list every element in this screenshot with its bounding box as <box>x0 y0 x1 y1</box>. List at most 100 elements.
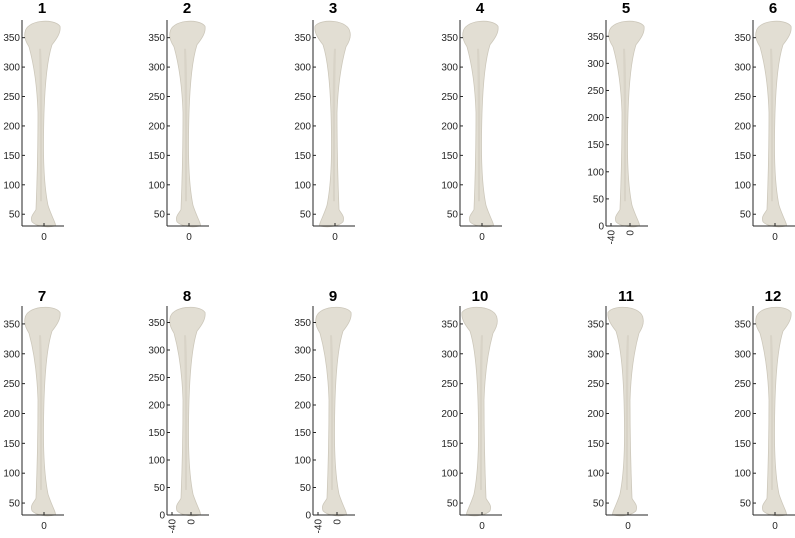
tibia-bone-image <box>315 306 352 517</box>
y-tick-label: 350 <box>587 32 604 43</box>
y-tick-label: 250 <box>587 379 604 390</box>
panel-title: 1 <box>38 0 46 17</box>
tibia-bone-image <box>755 306 792 517</box>
panel-title: 7 <box>38 288 46 305</box>
y-tick-label: 300 <box>734 63 751 74</box>
y-tick-label: 200 <box>3 121 20 132</box>
y-tick-label: 150 <box>587 140 604 151</box>
tibia-shading <box>330 335 334 490</box>
y-tick-label: 300 <box>148 63 165 74</box>
panel-title: 9 <box>329 288 337 305</box>
y-tick-label: 350 <box>294 33 311 44</box>
panel-title: 2 <box>183 0 191 17</box>
y-tick-label: 100 <box>294 180 311 191</box>
y-tick-label: 200 <box>734 409 751 420</box>
x-tick-label: -40 <box>314 519 325 534</box>
y-tick-label: 300 <box>148 346 165 357</box>
x-tick-label: 0 <box>332 232 338 243</box>
tibia-shading <box>39 335 43 490</box>
y-tick-label: 50 <box>593 194 605 205</box>
y-tick-label: 100 <box>148 456 165 467</box>
y-tick-label: 100 <box>734 469 751 480</box>
x-tick-label: 0 <box>772 521 778 532</box>
x-tick-label: 0 <box>626 230 637 236</box>
panel-title: 5 <box>622 0 630 17</box>
y-tick-label: 100 <box>441 469 458 480</box>
x-tick-label: -40 <box>607 230 618 245</box>
y-tick-label: 300 <box>294 346 311 357</box>
y-tick-label: 350 <box>441 319 458 330</box>
tibia-shading <box>770 48 774 202</box>
y-tick-label: 50 <box>740 499 752 510</box>
y-tick-label: 150 <box>734 439 751 450</box>
y-tick-label: 200 <box>734 121 751 132</box>
y-tick-label: 200 <box>587 409 604 420</box>
y-tick-label: 350 <box>441 33 458 44</box>
tibia-bone-image <box>169 306 206 517</box>
panel-title: 11 <box>618 288 634 305</box>
y-tick-label: 300 <box>587 59 604 70</box>
y-tick-label: 100 <box>587 469 604 480</box>
tibia-bone-image <box>607 306 644 517</box>
y-tick-label: 300 <box>441 349 458 360</box>
y-tick-label: 250 <box>148 92 165 103</box>
x-tick-label: 0 <box>479 521 485 532</box>
y-tick-label: 0 <box>159 511 165 522</box>
panel-title: 4 <box>476 0 485 17</box>
y-tick-label: 0 <box>598 222 604 233</box>
y-tick-label: 350 <box>3 33 20 44</box>
y-tick-label: 50 <box>9 499 21 510</box>
y-tick-label: 100 <box>734 180 751 191</box>
tibia-bone-image <box>169 20 206 228</box>
y-tick-label: 150 <box>441 151 458 162</box>
y-tick-label: 50 <box>300 210 312 221</box>
y-tick-label: 50 <box>300 483 312 494</box>
y-tick-label: 50 <box>9 210 21 221</box>
tibia-bone-image <box>608 20 645 228</box>
y-tick-label: 100 <box>441 180 458 191</box>
panel-7: 7 50 100 150 200 250 300 350 0 <box>3 288 64 532</box>
y-tick-label: 350 <box>148 318 165 329</box>
y-tick-label: 350 <box>734 33 751 44</box>
panel-title: 12 <box>765 288 782 305</box>
y-tick-label: 100 <box>294 456 311 467</box>
y-tick-label: 150 <box>148 151 165 162</box>
y-tick-label: 150 <box>3 151 20 162</box>
y-tick-label: 50 <box>447 499 459 510</box>
x-tick-label: 0 <box>187 519 198 525</box>
x-tick-label: 0 <box>625 521 631 532</box>
y-tick-label: 200 <box>441 121 458 132</box>
tibia-bone-image <box>24 306 61 517</box>
y-tick-label: 300 <box>3 63 20 74</box>
tibia-bone-image <box>755 20 792 228</box>
tibia-shading <box>184 48 188 202</box>
x-tick-label: 0 <box>41 232 47 243</box>
y-tick-label: 150 <box>441 439 458 450</box>
tibia-bone-image <box>461 306 498 517</box>
panel-11: 11 50 100 150 200 250 300 350 0 <box>587 288 648 532</box>
y-tick-label: 100 <box>587 167 604 178</box>
panel-title: 10 <box>472 288 489 305</box>
panel-6: 6 50 100 150 200 250 300 350 0 <box>734 0 795 243</box>
y-tick-label: 50 <box>154 483 166 494</box>
panel-10: 10 50 100 150 200 250 300 350 0 <box>441 288 502 532</box>
tibia-bone-image <box>462 20 499 228</box>
y-tick-label: 100 <box>3 469 20 480</box>
y-tick-label: 200 <box>294 401 311 412</box>
y-tick-label: 250 <box>294 373 311 384</box>
y-tick-label: 150 <box>734 151 751 162</box>
y-tick-label: 250 <box>294 92 311 103</box>
tibia-shading <box>184 335 188 490</box>
y-tick-label: 300 <box>441 63 458 74</box>
panel-title: 6 <box>769 0 777 17</box>
x-tick-label: 0 <box>41 521 47 532</box>
x-tick-label: 0 <box>186 232 192 243</box>
panel-title: 8 <box>183 288 191 305</box>
y-tick-label: 300 <box>734 349 751 360</box>
tibia-shading <box>625 335 629 490</box>
y-tick-label: 200 <box>148 401 165 412</box>
